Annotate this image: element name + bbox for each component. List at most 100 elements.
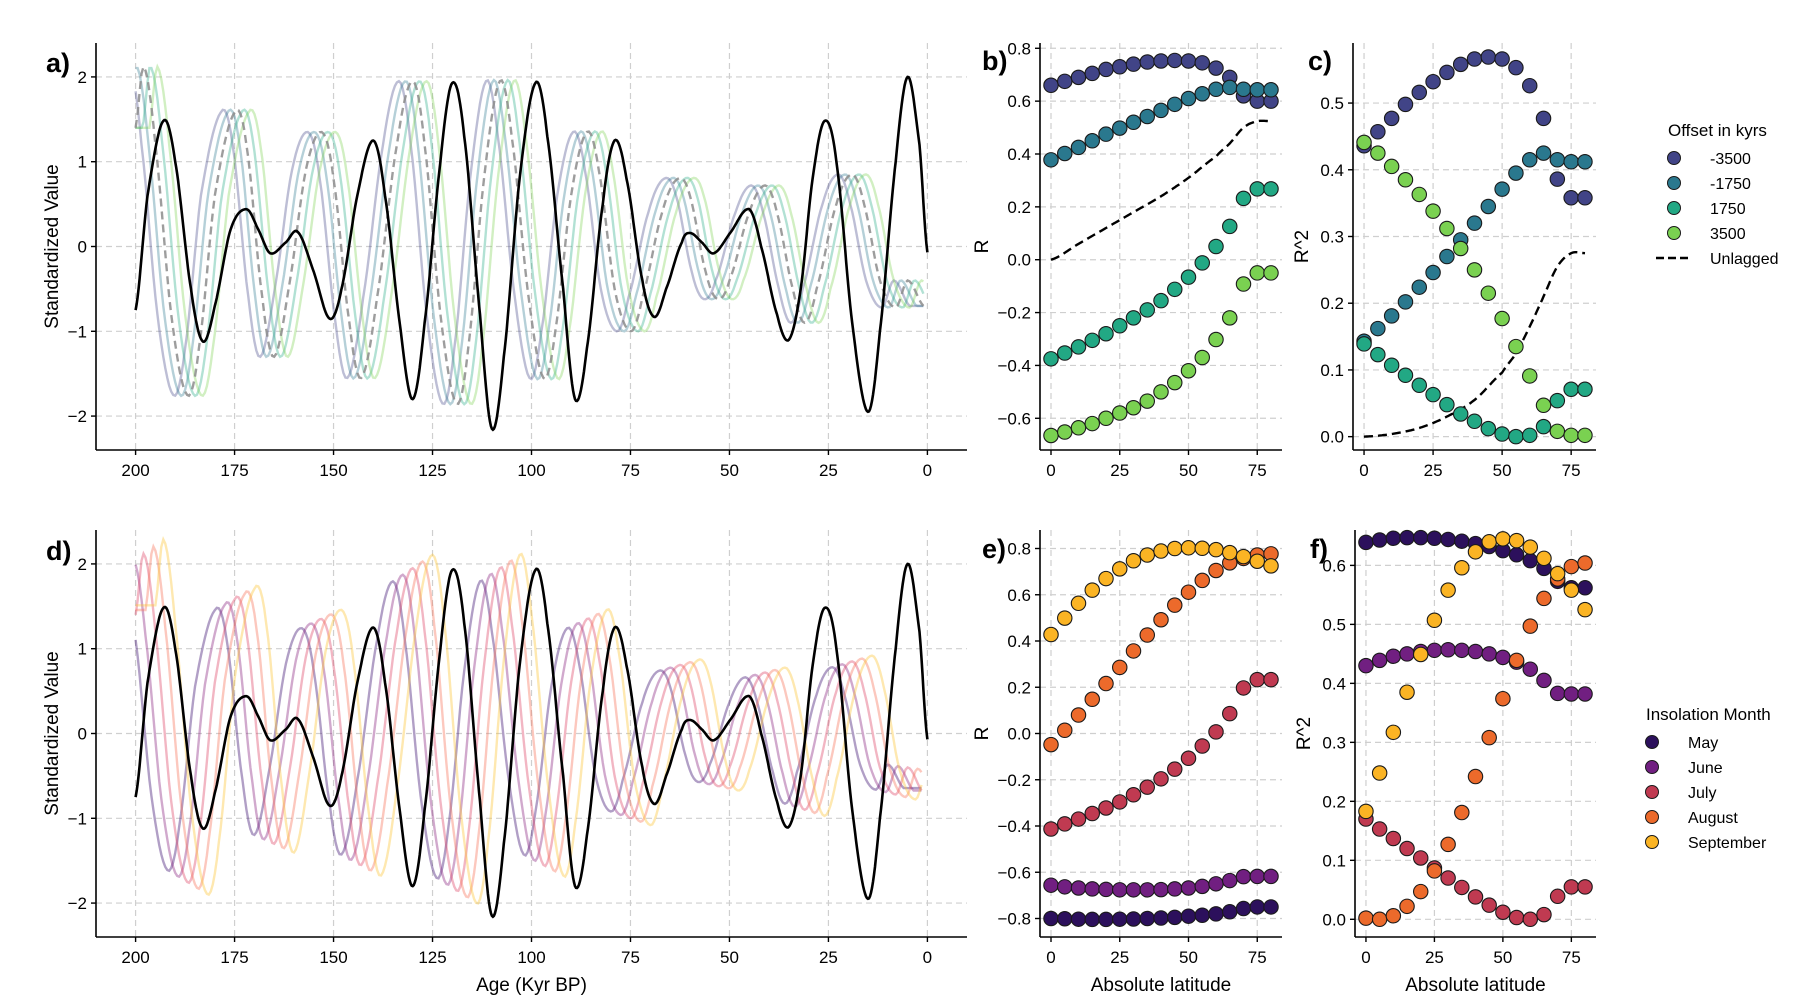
series--1750 bbox=[1356, 145, 1593, 349]
y-tick-label: 0.4 bbox=[1007, 632, 1031, 651]
legend-label: -3500 bbox=[1710, 151, 1751, 168]
data-point bbox=[1125, 399, 1142, 416]
y-tick-label: 0.3 bbox=[1322, 733, 1346, 752]
lagged-series-line--1750 bbox=[135, 66, 924, 406]
data-point bbox=[1208, 238, 1224, 255]
data-point bbox=[1235, 900, 1252, 917]
month-series-line-june bbox=[134, 564, 922, 886]
legend-item-may: May bbox=[1645, 735, 1718, 752]
data-point bbox=[1508, 428, 1524, 445]
data-point bbox=[1495, 904, 1511, 920]
panel-f-r2-vs-latitude-months: 0 25 50 75 0.0 0.1 0.2 0.3 0.4 0.5 0.6 R^2 Absolute … bbox=[1294, 529, 1596, 996]
y-tick-label: 0.5 bbox=[1322, 615, 1346, 634]
data-point bbox=[1397, 172, 1414, 188]
y-tick-label: 2 bbox=[78, 555, 87, 574]
data-point bbox=[1495, 649, 1511, 666]
data-point bbox=[1577, 154, 1593, 170]
data-point bbox=[1098, 325, 1114, 342]
data-point bbox=[1084, 911, 1101, 928]
data-point bbox=[1522, 539, 1539, 555]
data-point bbox=[1112, 794, 1128, 810]
data-point bbox=[1249, 899, 1266, 915]
legend-offset-in-kyrs: Offset in kyrs -3500 -1750 1750 3500 Unlagge… bbox=[1656, 121, 1779, 268]
x-tick-label: 50 bbox=[1493, 461, 1512, 480]
y-tick-label: −0.4 bbox=[997, 817, 1031, 836]
data-point bbox=[1371, 652, 1388, 669]
panel-a-timeseries-offsets: 200 175 150 125 100 75 50 25 0 −2 −1 0 1 2 Standardize… bbox=[42, 43, 967, 480]
data-point bbox=[1439, 248, 1455, 265]
data-point bbox=[1084, 65, 1101, 82]
legend-label: August bbox=[1688, 810, 1738, 827]
data-point bbox=[1153, 384, 1169, 400]
data-point bbox=[1098, 126, 1114, 142]
legend-marker-circle bbox=[1667, 176, 1681, 190]
data-point bbox=[1454, 642, 1470, 659]
x-tick-label: 50 bbox=[1179, 461, 1198, 480]
data-point bbox=[1563, 427, 1579, 444]
data-point bbox=[1070, 707, 1087, 723]
data-point bbox=[1577, 427, 1593, 444]
series-3500 bbox=[1043, 265, 1279, 444]
data-point bbox=[1208, 541, 1224, 558]
series-june bbox=[1358, 641, 1593, 702]
y-tick-label: 0.8 bbox=[1007, 540, 1031, 559]
data-point bbox=[1356, 134, 1372, 151]
data-point bbox=[1549, 423, 1566, 440]
data-point bbox=[1208, 906, 1224, 922]
data-point bbox=[1439, 64, 1455, 81]
legend-marker-circle bbox=[1667, 151, 1681, 165]
target-series-line bbox=[134, 75, 929, 432]
legend-marker-circle bbox=[1645, 760, 1659, 774]
data-point bbox=[1208, 81, 1224, 98]
data-point bbox=[1480, 285, 1497, 301]
data-point bbox=[1494, 51, 1510, 67]
data-point bbox=[1070, 339, 1087, 355]
data-point bbox=[1208, 562, 1224, 579]
data-point bbox=[1194, 572, 1211, 589]
data-point bbox=[1467, 768, 1484, 785]
data-point bbox=[1222, 310, 1238, 326]
data-point bbox=[1563, 582, 1580, 598]
data-point bbox=[1235, 276, 1252, 292]
panel-label: f) bbox=[1310, 534, 1328, 564]
series-september bbox=[1358, 531, 1593, 820]
data-point bbox=[1535, 145, 1552, 161]
y-tick-label: 0.0 bbox=[1322, 910, 1346, 929]
data-point bbox=[1522, 552, 1539, 569]
data-point bbox=[1070, 811, 1087, 827]
data-point bbox=[1549, 152, 1566, 168]
x-tick-label: 0 bbox=[1359, 461, 1368, 480]
data-point bbox=[1208, 60, 1224, 76]
data-point bbox=[1563, 381, 1579, 398]
x-tick-label: 75 bbox=[1248, 461, 1267, 480]
data-point bbox=[1467, 544, 1484, 560]
data-point bbox=[1043, 427, 1059, 444]
panel-label: c) bbox=[1308, 46, 1332, 76]
data-point bbox=[1043, 821, 1059, 837]
x-tick-label: 50 bbox=[1179, 948, 1198, 967]
data-point bbox=[1425, 73, 1441, 90]
legend-item-1750: 1750 bbox=[1667, 201, 1746, 218]
data-point bbox=[1167, 374, 1183, 391]
y-axis-label: R^2 bbox=[1292, 230, 1313, 263]
data-point bbox=[1153, 543, 1169, 559]
panel-d-timeseries-months: 200 175 150 125 100 75 50 25 0 −2 −1 0 1 2 Standardize… bbox=[42, 530, 967, 996]
x-tick-label: 125 bbox=[418, 948, 446, 967]
y-tick-label: −1 bbox=[68, 809, 87, 828]
data-point bbox=[1452, 406, 1469, 422]
data-point bbox=[1167, 52, 1183, 69]
legend-label: July bbox=[1688, 785, 1716, 802]
data-point bbox=[1235, 680, 1252, 696]
x-axis-label: Age (Kyr BP) bbox=[476, 975, 587, 996]
y-tick-label: 0.4 bbox=[1322, 674, 1346, 693]
data-point bbox=[1425, 203, 1441, 219]
data-point bbox=[1057, 816, 1073, 832]
data-point bbox=[1180, 362, 1197, 379]
data-point bbox=[1480, 420, 1497, 437]
data-point bbox=[1508, 532, 1525, 549]
x-tick-label: 50 bbox=[720, 948, 739, 967]
data-point bbox=[1208, 331, 1224, 348]
data-point bbox=[1125, 911, 1142, 927]
data-point bbox=[1371, 765, 1388, 781]
data-point bbox=[1495, 531, 1511, 547]
